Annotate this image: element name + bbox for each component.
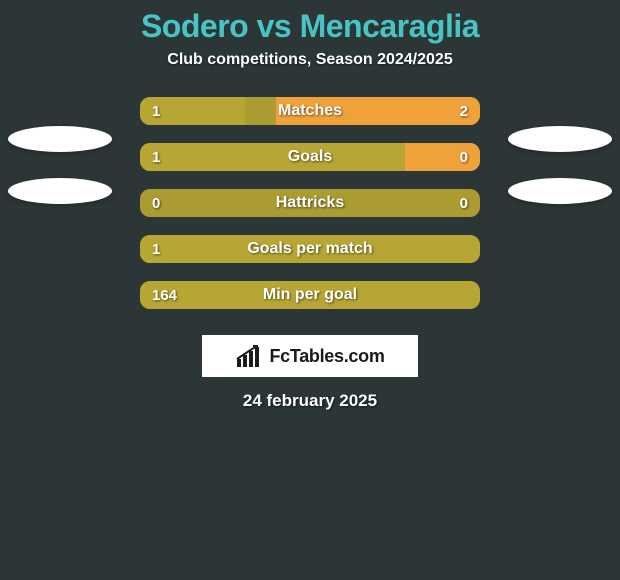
brand-box: FcTables.com [202, 335, 418, 377]
page-title: Sodero vs Mencaraglia [0, 0, 620, 45]
bar-chart-icon [235, 345, 263, 367]
stat-bar: 164Min per goal [140, 281, 480, 309]
stat-label: Min per goal [140, 281, 480, 309]
stat-bar: 1Goals per match [140, 235, 480, 263]
stat-label: Goals per match [140, 235, 480, 263]
stat-bar: 10Goals [140, 143, 480, 171]
stat-bar: 00Hattricks [140, 189, 480, 217]
player-badge [508, 126, 612, 152]
player-badge [8, 126, 112, 152]
brand-text: FcTables.com [269, 346, 384, 367]
page-subtitle: Club competitions, Season 2024/2025 [0, 51, 620, 69]
player-badge [8, 178, 112, 204]
snapshot-date: 24 february 2025 [0, 391, 620, 411]
stats-card: Sodero vs Mencaraglia Club competitions,… [0, 0, 620, 580]
player-badge [508, 178, 612, 204]
stat-bars: 12Matches 10Goals 00Hattricks 1Goals per ma… [140, 97, 480, 309]
stat-bar: 12Matches [140, 97, 480, 125]
stat-label: Matches [140, 97, 480, 125]
stat-label: Hattricks [140, 189, 480, 217]
stat-label: Goals [140, 143, 480, 171]
